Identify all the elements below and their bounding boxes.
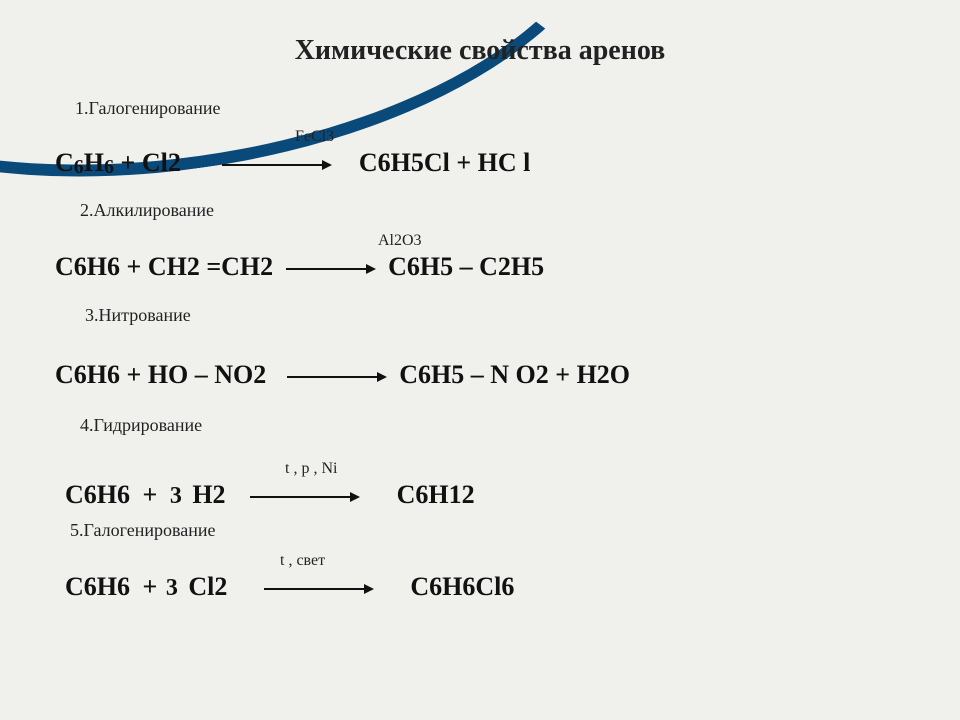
- plus: +: [143, 480, 158, 509]
- page-title: Химические свойства аренов: [0, 35, 960, 67]
- eq-rhs: С6Н5 – N O2 + Н2О: [399, 360, 630, 389]
- arrow-icon: [250, 489, 360, 505]
- eq-text: С6Н6 + Cl2: [55, 148, 181, 177]
- eq-lhs: С6Н6 + СН2 =СН2: [55, 252, 273, 281]
- step3-label: 3.Нитрование: [85, 305, 191, 326]
- eq-rhs: С6Н5 – С2Н5: [388, 252, 544, 281]
- step2-catalyst: Al2O3: [378, 232, 422, 250]
- eq-b: Cl2: [188, 572, 227, 601]
- step5-equation: С6Н6 + 3 Cl2 С6Н6Cl6: [65, 572, 514, 602]
- eq-rhs: С6Н5Cl + НС l: [359, 148, 531, 177]
- step4-label: 4.Гидрирование: [80, 415, 202, 436]
- step1-label: 1.Галогенирование: [75, 98, 221, 119]
- step4-equation: С6Н6 + 3 Н2 C6H12: [65, 480, 475, 510]
- coef: 3: [170, 483, 182, 509]
- step1-catalyst: FeCl3: [295, 128, 334, 146]
- eq-rhs: C6H12: [397, 480, 475, 509]
- arrow-icon: [264, 581, 374, 597]
- step4-catalyst: t , p , Ni: [285, 460, 337, 478]
- arrow-icon: [222, 157, 332, 173]
- eq-lhs: C6H6 + HO – NO2: [55, 360, 266, 389]
- eq-a: С6Н6: [65, 480, 130, 509]
- step3-equation: C6H6 + HO – NO2 С6Н5 – N O2 + Н2О: [55, 360, 630, 390]
- eq-b: Н2: [192, 480, 225, 509]
- coef: 3: [166, 575, 178, 601]
- step1-equation: С6Н6 + Cl2 С6Н5Cl + НС l: [55, 148, 530, 179]
- arrow-icon: [286, 261, 376, 277]
- arrow-icon: [287, 369, 387, 385]
- step5-label: 5.Галогенирование: [70, 520, 216, 541]
- step2-equation: С6Н6 + СН2 =СН2 С6Н5 – С2Н5: [55, 252, 544, 282]
- eq-a: С6Н6: [65, 572, 130, 601]
- plus: +: [143, 572, 158, 601]
- eq-rhs: С6Н6Cl6: [410, 572, 514, 601]
- step5-catalyst: t , свет: [280, 552, 325, 570]
- step2-label: 2.Алкилирование: [80, 200, 214, 221]
